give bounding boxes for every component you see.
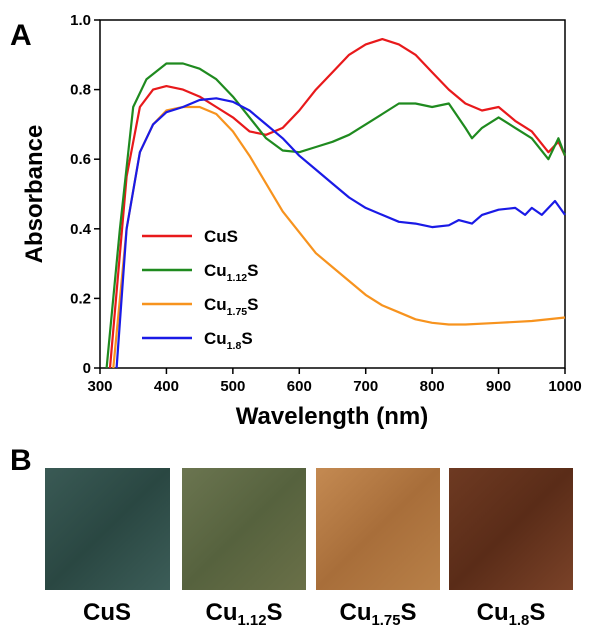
x-tick-label: 1000: [548, 378, 581, 395]
photo-label: Cu1.12S: [206, 599, 283, 629]
y-tick-label: 0.6: [70, 151, 91, 168]
photo: [316, 468, 440, 590]
x-tick-label: 700: [353, 378, 378, 395]
photo: [449, 468, 573, 590]
x-tick-label: 500: [220, 378, 245, 395]
panel-label: B: [10, 444, 32, 477]
x-tick-label: 800: [420, 378, 445, 395]
series-line: [108, 38, 566, 369]
legend-label: Cu1.12S: [204, 261, 259, 284]
y-tick-label: 0.8: [70, 82, 91, 99]
series-line: [112, 105, 566, 369]
x-tick-label: 900: [486, 378, 511, 395]
plot-frame: [99, 19, 566, 369]
y-axis-title: Absorbance: [21, 125, 48, 264]
series-line: [105, 62, 567, 369]
y-tick-label: 0: [83, 360, 91, 377]
legend-label: CuS: [204, 227, 238, 246]
panel-label: A: [10, 19, 32, 52]
legend-label: Cu1.75S: [204, 295, 259, 318]
photo: [45, 468, 170, 590]
x-tick-label: 400: [154, 378, 179, 395]
x-tick-label: 300: [87, 378, 112, 395]
y-tick-label: 0.4: [70, 221, 92, 238]
legend-label: Cu1.8S: [204, 329, 253, 352]
x-axis-title: Wavelength (nm): [236, 403, 428, 430]
series-line: [115, 97, 566, 369]
photo-label: Cu1.75S: [340, 599, 417, 629]
photo-label: CuS: [83, 599, 131, 626]
x-tick-label: 600: [287, 378, 312, 395]
y-tick-label: 0.2: [70, 290, 91, 307]
photo-label: Cu1.8S: [477, 599, 546, 629]
photo: [182, 468, 306, 590]
y-tick-label: 1.0: [70, 12, 91, 29]
